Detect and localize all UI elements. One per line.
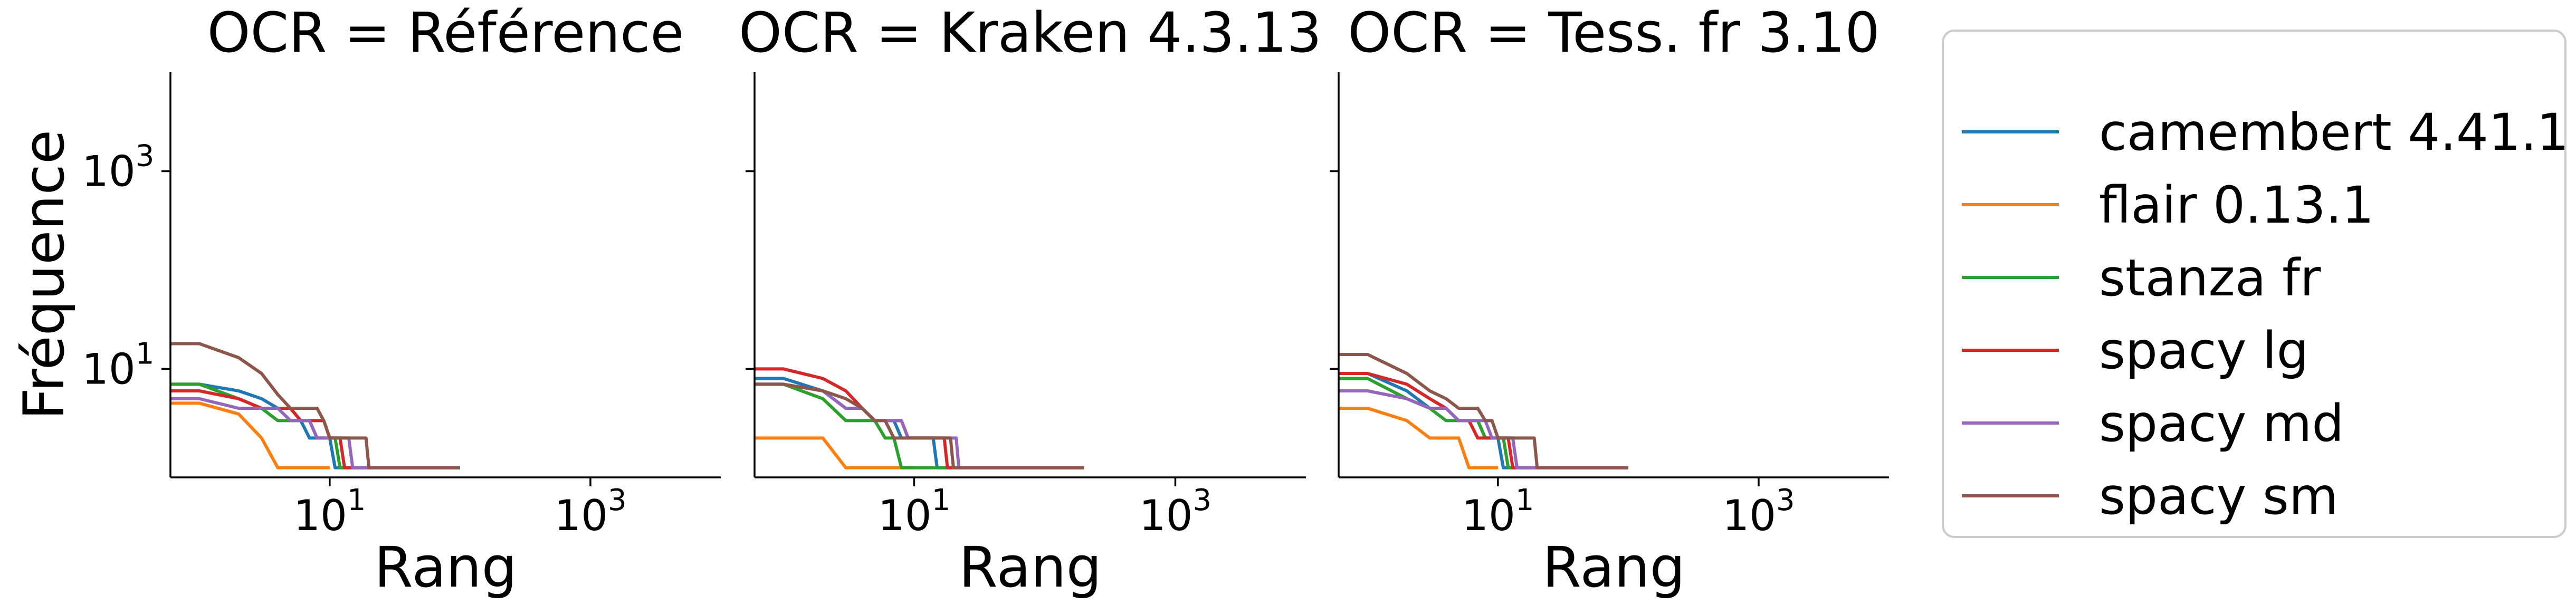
legend-item: spacy sm: [1962, 467, 2338, 526]
x-axis-label: Rang: [374, 535, 517, 600]
series-line-stanza-fr: [755, 382, 1045, 469]
y-axis-label: Fréquence: [12, 130, 77, 420]
legend-item: camembert 4.41.1: [1962, 103, 2569, 162]
x-axis-label: Rang: [1542, 535, 1685, 600]
legend-item: spacy lg: [1962, 321, 2309, 380]
legend-item: stanza fr: [1962, 248, 2321, 308]
series-line-flair-0-13-1: [755, 436, 914, 469]
legend-item: spacy md: [1962, 394, 2344, 453]
panel-title: OCR = Kraken 4.3.13: [739, 1, 1322, 65]
series-line-spacy-sm: [1339, 353, 1628, 469]
legend-label: spacy sm: [2099, 467, 2338, 526]
legend-label: spacy lg: [2099, 321, 2309, 380]
x-tick-label: 103: [1722, 483, 1795, 540]
x-axis-label: Rang: [959, 535, 1102, 600]
series-line-spacy-sm: [170, 342, 460, 469]
legend-label: stanza fr: [2099, 248, 2321, 308]
legend-item: flair 0.13.1: [1962, 176, 2374, 235]
legend-label: flair 0.13.1: [2099, 176, 2374, 235]
series-line-flair-0-13-1: [1339, 407, 1498, 469]
panel-title: OCR = Tess. fr 3.10: [1348, 1, 1879, 65]
legend-label: spacy md: [2099, 394, 2344, 453]
series-line-spacy-sm: [755, 382, 1084, 469]
legend-frame: [1942, 30, 2567, 538]
legend-label: camembert 4.41.1: [2099, 103, 2569, 162]
legend: camembert 4.41.1 flair 0.13.1 stanza fr spa…: [1942, 30, 2569, 538]
series-line-flair-0-13-1: [170, 401, 330, 469]
panel-title: OCR = Référence: [207, 1, 684, 65]
